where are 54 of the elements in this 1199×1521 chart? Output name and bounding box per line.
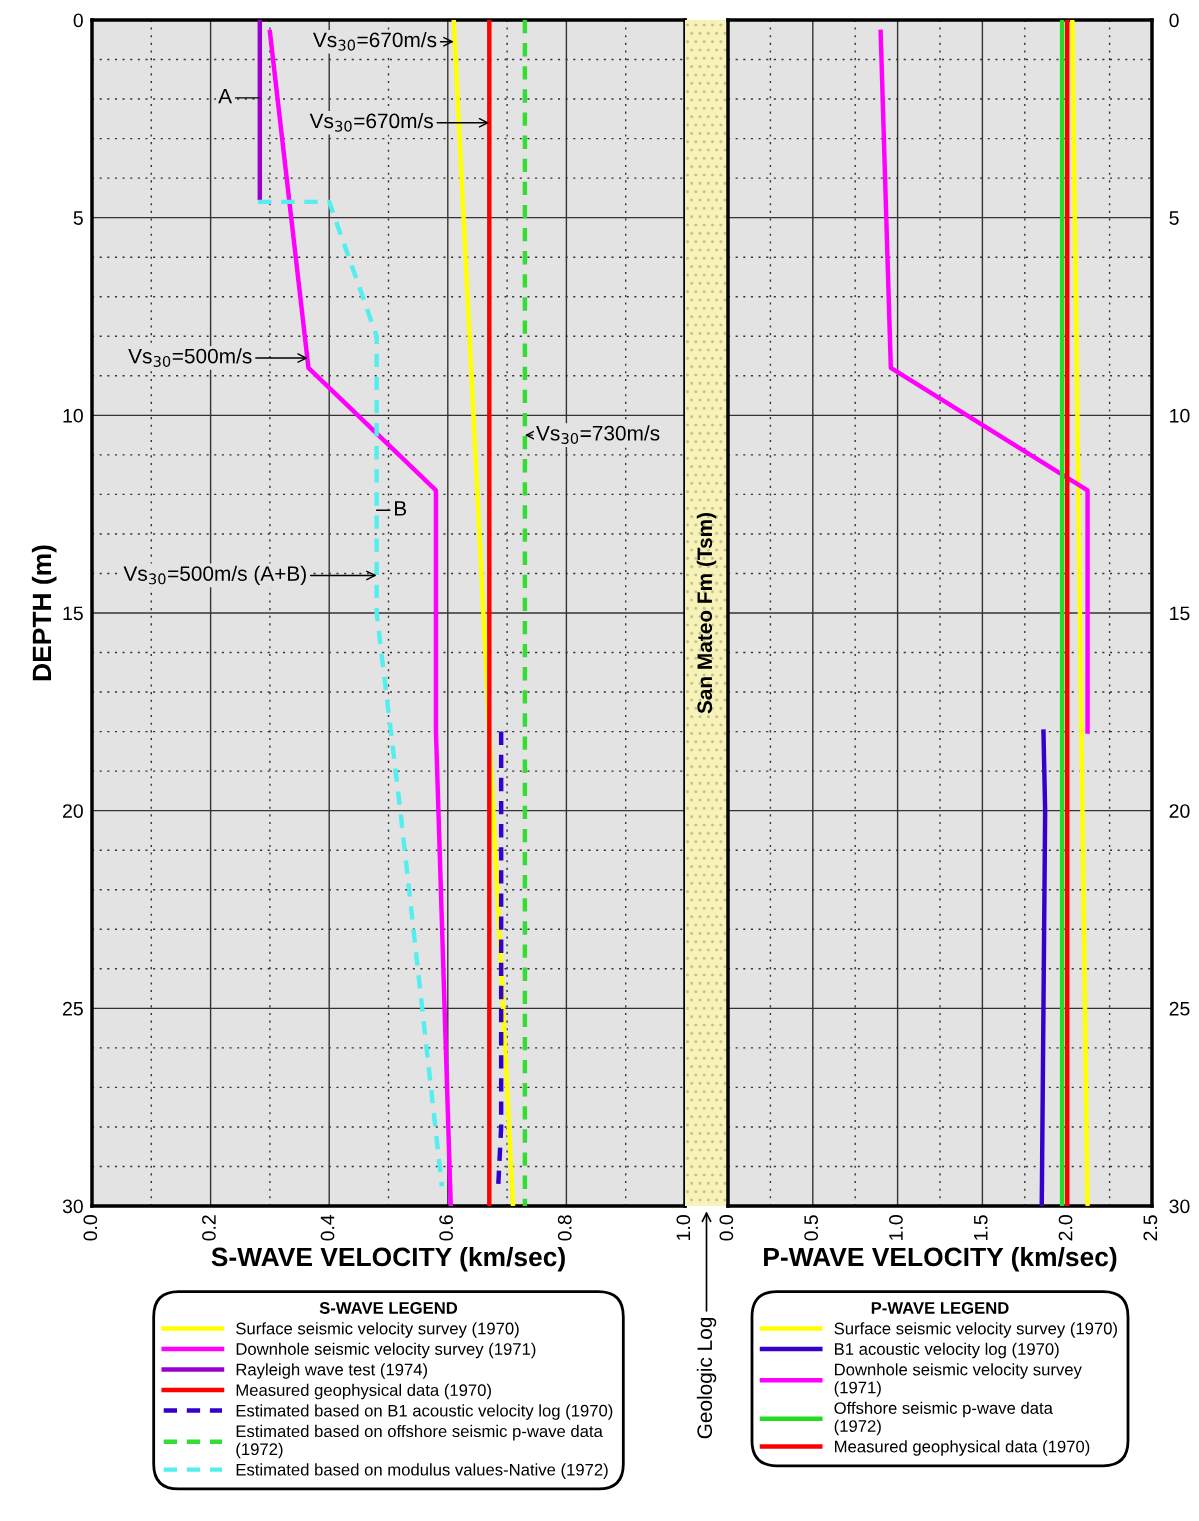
- text: Geologic Log: [696, 1317, 717, 1439]
- line-series: [878, 29, 1090, 734]
- x-tick-label: 0.8: [557, 1215, 572, 1241]
- legend-label: Offshore seismic p-wave data (1972): [834, 1401, 1053, 1436]
- legend-title: P-WAVE LEGEND: [871, 1302, 1009, 1314]
- x-tick-label: 1.5: [974, 1215, 988, 1240]
- text: San Mateo Fm (Tsm): [696, 512, 717, 714]
- y-tick-label: 25: [63, 1001, 83, 1016]
- y-tick-label: 0: [73, 13, 83, 28]
- y-tick-label: 20: [1169, 804, 1190, 818]
- legend-label: Estimated based on B1 acoustic velocity log (1970): [236, 1404, 613, 1420]
- annotation: A: [218, 88, 232, 104]
- annotation: Vs$_{30}$=500m/s: [128, 348, 252, 367]
- x-tick-label: 2.5: [1143, 1215, 1158, 1241]
- x-axis-title: S-WAVE VELOCITY (km/sec): [211, 1246, 565, 1272]
- y-tick-label: 5: [1169, 211, 1179, 225]
- legend-label: Downhole seismic velocity survey (1971): [834, 1363, 1082, 1397]
- annotation: Vs$_{30}$=670m/s: [312, 31, 437, 51]
- annotation: Vs$_{30}$=730m/s: [536, 425, 660, 444]
- legend-label: Estimated based on modulus values-Native (1972): [236, 1463, 608, 1479]
- annotation: Vs$_{30}$=670m/s: [309, 112, 433, 132]
- y-tick-label: 15: [1170, 606, 1190, 621]
- y-tick-label: 20: [63, 804, 83, 818]
- x-tick-label: 1.0: [676, 1215, 691, 1240]
- x-tick-label: 0.6: [439, 1215, 454, 1241]
- legend-label: Downhole seismic velocity survey (1971): [236, 1342, 536, 1359]
- legend-label: Rayleigh wave test (1974): [236, 1363, 428, 1379]
- legend-label: Surface seismic velocity survey (1970): [236, 1322, 519, 1338]
- y-tick-label: 5: [73, 211, 83, 225]
- x-tick-label: 1.0: [889, 1215, 903, 1240]
- y-tick-label: 30: [62, 1199, 83, 1214]
- x-tick-label: 2.0: [1058, 1215, 1073, 1241]
- line-series: [255, 199, 445, 1189]
- y-tick-label: 10: [1170, 408, 1190, 423]
- annotation: Vs$_{30}$=500m/s (A+B): [123, 565, 306, 586]
- legend-label: Measured geophysical data (1970): [835, 1440, 1090, 1456]
- y-tick-label: 25: [1169, 1001, 1190, 1016]
- x-tick-label: 0.0: [719, 1215, 734, 1241]
- legend-title: S-WAVE LEGEND: [319, 1302, 458, 1314]
- y-tick-label: 15: [63, 606, 83, 621]
- legend-label: Estimated based on offshore seismic p-wave data (1972): [236, 1424, 603, 1459]
- y-tick-label: 10: [63, 408, 83, 423]
- y-tick-label: 0: [1169, 13, 1179, 28]
- y-tick-label: 30: [1169, 1199, 1190, 1214]
- x-tick-label: 0.0: [83, 1215, 98, 1241]
- legend-label: Surface seismic velocity survey (1970): [834, 1322, 1117, 1338]
- x-axis-title: P-WAVE VELOCITY (km/sec): [764, 1246, 1117, 1272]
- x-tick-label: 0.2: [202, 1215, 216, 1241]
- x-tick-label: 0.4: [320, 1214, 335, 1241]
- y-axis-title: DEPTH (m): [31, 545, 57, 681]
- legend-label: Measured geophysical data (1970): [236, 1383, 491, 1400]
- annotation: B: [395, 501, 407, 516]
- legend-label: B1 acoustic velocity log (1970): [835, 1342, 1059, 1359]
- x-tick-label: 0.5: [804, 1215, 819, 1241]
